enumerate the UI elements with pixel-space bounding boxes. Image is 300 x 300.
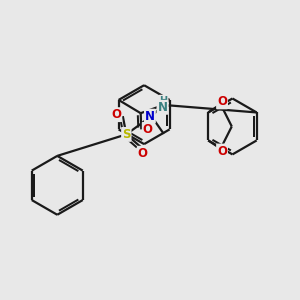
Text: O: O — [143, 123, 153, 136]
Text: O: O — [217, 145, 227, 158]
Text: O: O — [138, 147, 148, 160]
Text: O: O — [111, 108, 121, 121]
Text: S: S — [122, 128, 130, 141]
Text: H: H — [160, 95, 168, 106]
Text: N: N — [145, 110, 155, 123]
Text: N: N — [158, 101, 167, 114]
Text: O: O — [217, 95, 227, 108]
